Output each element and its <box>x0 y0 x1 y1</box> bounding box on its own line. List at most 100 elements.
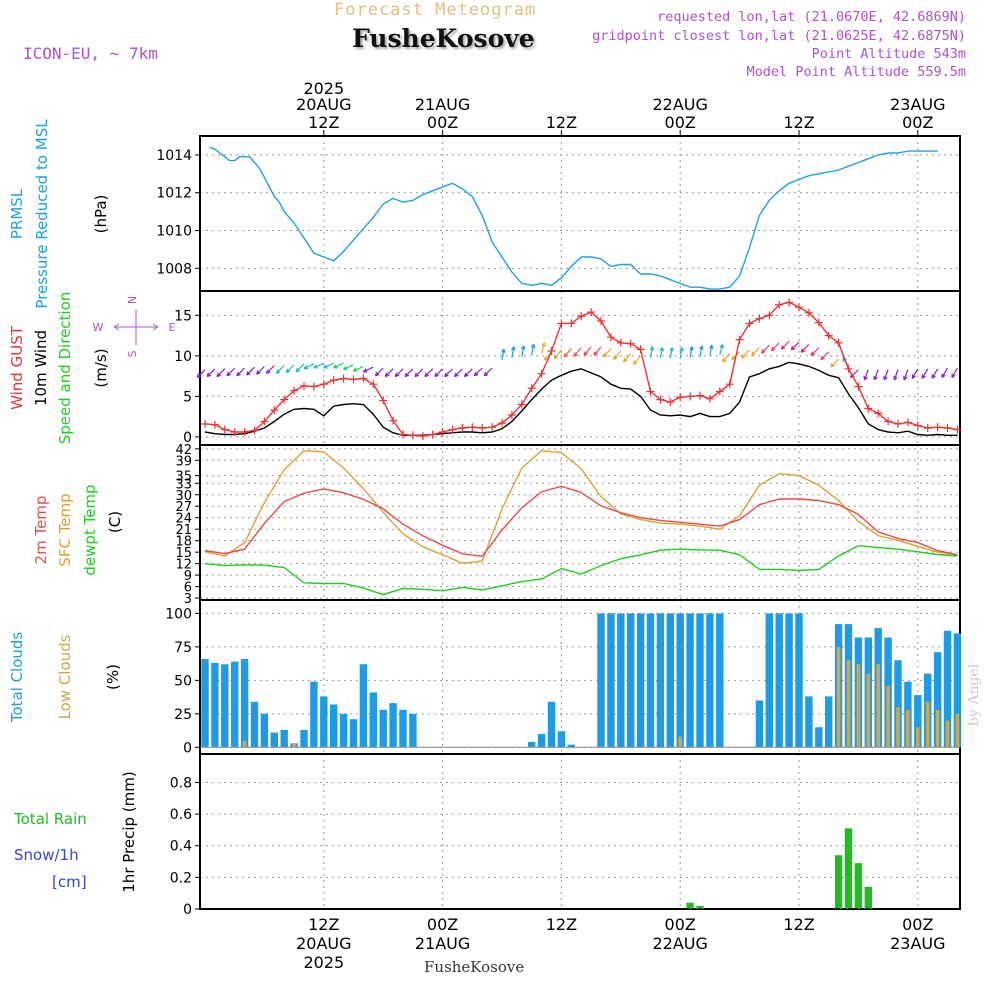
wind-direction-arrow <box>760 344 770 354</box>
wind-arrow-shaft <box>404 368 414 378</box>
wind-direction-arrow <box>236 367 246 377</box>
wind-gust-point <box>844 364 853 373</box>
wind-direction-arrow <box>394 368 404 378</box>
wind-arrow-shaft <box>266 365 275 374</box>
wind-arrow-head <box>731 355 734 360</box>
wind-arrow-head <box>503 348 506 354</box>
wind-arrow-head <box>256 370 259 375</box>
wind-gust-point <box>874 409 883 418</box>
wind-direction-arrow <box>931 368 939 379</box>
total-clouds-bar <box>627 613 635 748</box>
wind-arrow-shaft <box>689 346 693 358</box>
total-clouds-bar <box>567 744 575 748</box>
wind-arrow-shaft <box>246 366 255 376</box>
wind-direction-arrow <box>414 368 424 378</box>
wind-arrow-shaft <box>196 369 206 378</box>
total-clouds-bar <box>716 613 724 748</box>
top-date-label: 23AUG <box>890 95 945 114</box>
sfc-temp-label: SFC Temp <box>56 493 74 566</box>
wind-arrow-head <box>434 372 437 377</box>
wind-arrow-shaft <box>709 344 713 356</box>
pressure-unit: (hPa) <box>92 195 110 234</box>
rain-bar <box>834 855 843 909</box>
low-clouds-bar <box>935 709 940 748</box>
wind-arrow-head <box>424 372 427 377</box>
wind-arrow-shaft <box>541 342 546 354</box>
wind-direction-arrow <box>256 365 265 375</box>
wind-arrow-shaft <box>414 368 424 378</box>
wind-direction-arrow <box>541 342 546 354</box>
bottom-time-label: 2025 <box>303 953 344 972</box>
wind-gust-point <box>666 398 675 407</box>
wind-gust-point <box>280 395 289 404</box>
dewpt-temp-line <box>204 544 958 596</box>
wind-gust-point <box>795 303 803 312</box>
wind-gust-point <box>884 417 893 426</box>
wind-arrow-head <box>206 372 210 377</box>
wind-arrow-head <box>295 367 299 372</box>
bottom-time-label: 12Z <box>546 915 577 934</box>
wind-direction-arrow <box>501 348 506 360</box>
total-clouds-bar <box>231 661 239 748</box>
wind-gust-point <box>725 380 734 389</box>
wind-arrow-shaft <box>613 350 622 360</box>
low-clouds-bar <box>678 736 682 748</box>
wind-gust-point <box>309 382 318 391</box>
wind-direction-arrow <box>424 368 434 378</box>
total-clouds-bar <box>607 613 615 748</box>
wind-direction-arrow <box>463 368 473 378</box>
wind-arrow-head <box>394 372 398 377</box>
location-title: FusheKosove <box>352 24 535 53</box>
wind-direction-arrow <box>226 367 236 377</box>
wind-arrow-head <box>275 369 279 374</box>
total-clouds-bar <box>795 613 803 748</box>
wind-arrow-shaft <box>434 368 444 378</box>
wind-arrow-head <box>722 357 725 362</box>
pressure-y-tick-label: 1008 <box>156 261 192 277</box>
low-clouds-bar <box>846 660 851 748</box>
total-clouds-bar <box>953 633 962 748</box>
top-hour-label: 12Z <box>546 113 577 132</box>
clouds-y-tick-label: 100 <box>165 606 192 622</box>
wind-direction-arrow <box>873 369 879 381</box>
wind-direction-arrow <box>613 350 622 360</box>
total-clouds-bar <box>310 681 318 748</box>
wind-direction-arrow <box>303 363 315 370</box>
wind-direction-arrow <box>649 346 655 358</box>
wind-arrow-head <box>513 346 516 351</box>
wind-direction-arrow <box>520 345 526 357</box>
model-name: ICON-EU, ~ 7km <box>23 44 158 63</box>
wind-gust-point <box>319 380 328 389</box>
wind-arrow-head <box>265 369 269 374</box>
wind-gust-point <box>557 319 566 328</box>
total-clouds-bar <box>815 727 823 748</box>
wind-gust-point <box>547 346 556 355</box>
total-clouds-bar <box>359 664 368 748</box>
total-clouds-bar <box>933 652 942 748</box>
wind-arrow-shaft <box>649 346 654 358</box>
wind-gust-point <box>656 395 665 404</box>
wind-arrow-shaft <box>424 368 434 378</box>
dewpt-label: dewpt Temp <box>81 484 99 575</box>
low-clouds-bar <box>292 743 296 748</box>
clouds-y-tick-label: 25 <box>174 707 192 723</box>
wind-gust-point <box>923 423 932 432</box>
bottom-time-label: 23AUG <box>890 934 945 953</box>
wind-arrow-head <box>722 344 724 349</box>
wind-arrow-shaft <box>511 346 515 358</box>
wind-arrow-head <box>661 347 664 352</box>
wind-arrow-shaft <box>669 347 673 359</box>
total-clouds-bar <box>409 713 417 748</box>
wind-arrow-shaft <box>454 368 463 378</box>
total-clouds-bar <box>557 731 566 748</box>
compass-north: N <box>126 296 139 304</box>
wind-gust-label: Wind GUST <box>8 325 26 410</box>
requested-coordinates: requested lon,lat (21.0670E, 42.6869N) <box>657 9 966 25</box>
low-clouds-bar <box>896 707 900 748</box>
top-date-label: 22AUG <box>652 95 707 114</box>
wind-arrow-head <box>691 346 694 351</box>
wind-arrow-head <box>404 372 408 377</box>
temperature-y-tick-label: 3 <box>184 592 192 607</box>
temperature-y-tick-label: 30 <box>175 489 192 504</box>
wind-gust-point <box>715 387 724 396</box>
